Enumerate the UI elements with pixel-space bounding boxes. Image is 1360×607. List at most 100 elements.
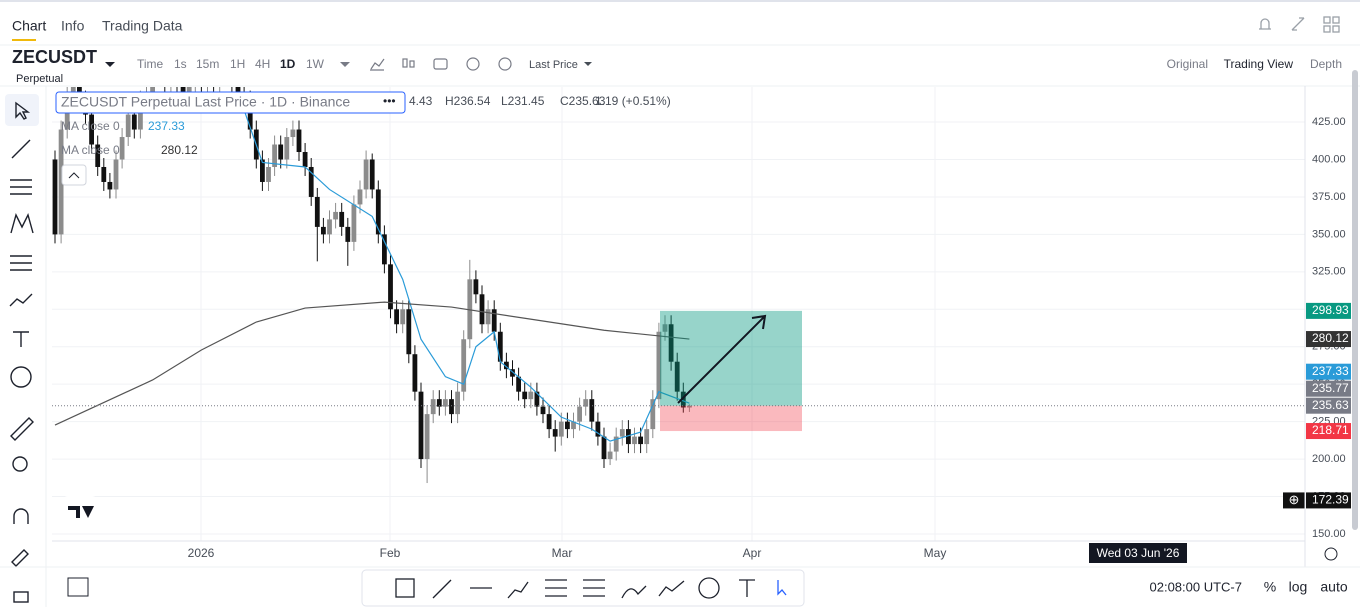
- candle-icon[interactable]: [409, 60, 415, 68]
- price-type-caret[interactable]: [584, 62, 592, 66]
- interval[interactable]: 1W: [306, 57, 325, 71]
- trend-arrow: [677, 314, 767, 404]
- lock-tool[interactable]: [13, 591, 29, 603]
- ft-brush[interactable]: [621, 585, 647, 599]
- fib-tool[interactable]: [10, 179, 32, 195]
- scrollbar[interactable]: [1352, 70, 1358, 530]
- interval[interactable]: 4H: [255, 57, 270, 71]
- line-tool[interactable]: [11, 139, 31, 159]
- magnet-tool[interactable]: [13, 508, 29, 524]
- cursor-tool[interactable]: [15, 101, 31, 120]
- indicator-icon[interactable]: [370, 58, 385, 71]
- x-tick-label: 2026: [188, 546, 215, 560]
- crosshair-add-bg[interactable]: [1283, 492, 1305, 509]
- camera-icon[interactable]: [433, 58, 448, 70]
- goto-date[interactable]: [67, 577, 89, 597]
- candle-body: [522, 391, 528, 400]
- candle-body: [101, 166, 107, 182]
- expand-icon[interactable]: [1291, 17, 1305, 31]
- zoom-tool[interactable]: [12, 456, 28, 472]
- more-intervals[interactable]: [340, 62, 350, 67]
- text-tool[interactable]: [13, 331, 29, 347]
- tab[interactable]: Trading Data: [102, 18, 183, 34]
- candle-body: [266, 166, 271, 182]
- ft-gann[interactable]: [583, 579, 605, 597]
- candle-body: [607, 451, 613, 460]
- price-badge-label: 298.93: [1312, 303, 1349, 317]
- collapse-caret: [68, 172, 80, 179]
- brush-tool[interactable]: [11, 549, 29, 567]
- price-type[interactable]: Last Price: [529, 59, 578, 71]
- price-badge: [1306, 363, 1351, 380]
- icon-tool[interactable]: [10, 366, 32, 388]
- ft-rect[interactable]: [395, 578, 415, 598]
- candle-icon[interactable]: [402, 58, 408, 68]
- legend-more[interactable]: •••: [383, 94, 396, 108]
- tab[interactable]: Info: [61, 18, 85, 34]
- ohlc-value: C235.63: [560, 94, 606, 108]
- candle-body: [571, 421, 576, 430]
- ft-path[interactable]: [507, 581, 529, 599]
- candle-body: [558, 421, 564, 437]
- layout-icon[interactable]: [1323, 25, 1331, 33]
- candle-body: [107, 181, 113, 190]
- interval[interactable]: 1D: [280, 57, 296, 71]
- view-option[interactable]: Original: [1167, 57, 1208, 71]
- interval[interactable]: Time: [137, 57, 164, 71]
- candle-body: [321, 226, 326, 235]
- prediction-tool[interactable]: [9, 293, 33, 307]
- crosshair-add[interactable]: ⊕: [1289, 492, 1300, 507]
- candle-body: [626, 429, 631, 445]
- interval[interactable]: 1H: [230, 57, 245, 71]
- pattern-tool[interactable]: [10, 213, 34, 234]
- gann-tool[interactable]: [10, 255, 32, 271]
- candle-body: [485, 309, 491, 325]
- candle-body: [290, 129, 296, 138]
- candle-body: [205, 77, 210, 84]
- candle-body: [565, 421, 570, 430]
- candle-body: [223, 70, 228, 77]
- tab[interactable]: Chart: [12, 18, 46, 34]
- candle-body: [583, 399, 589, 407]
- x-tick-label: Mar: [552, 546, 573, 560]
- interval[interactable]: 15m: [196, 57, 219, 71]
- scale-toggle[interactable]: auto: [1320, 579, 1347, 595]
- candle-body: [619, 429, 625, 437]
- ft-line[interactable]: [432, 579, 452, 599]
- interval[interactable]: 1s: [174, 57, 187, 71]
- y-tick-label: 325.00: [1312, 266, 1346, 278]
- ft-fib[interactable]: [545, 579, 567, 597]
- candle-body: [113, 159, 119, 190]
- symbol[interactable]: ZECUSDT: [12, 47, 97, 67]
- price-badge-label: 218.71: [1312, 423, 1349, 437]
- candle-body: [138, 99, 143, 130]
- candle-body: [211, 77, 216, 84]
- candle-body: [424, 414, 430, 460]
- candle-body: [644, 429, 650, 445]
- price-badge-label: 237.33: [1312, 364, 1349, 378]
- symbol-caret[interactable]: [105, 62, 115, 67]
- scale-toggle[interactable]: log: [1289, 579, 1308, 595]
- axis-settings[interactable]: [1324, 547, 1338, 561]
- legend-box[interactable]: [55, 91, 406, 114]
- ft-icon[interactable]: [698, 577, 720, 599]
- scale-toggle[interactable]: %: [1264, 579, 1276, 595]
- add-icon[interactable]: [466, 57, 480, 71]
- collapse-legend[interactable]: [61, 164, 87, 186]
- alert-icon[interactable]: [1259, 18, 1271, 30]
- candle-body: [430, 399, 436, 415]
- view-option[interactable]: Depth: [1310, 57, 1342, 71]
- candle-body: [52, 159, 58, 235]
- layout-icon[interactable]: [1332, 25, 1340, 33]
- layout-icon[interactable]: [1332, 16, 1340, 24]
- settings-icon[interactable]: [498, 57, 512, 71]
- ft-text[interactable]: [739, 579, 755, 597]
- y-tick-label: 200.00: [1312, 453, 1346, 465]
- ruler-tool[interactable]: [10, 417, 34, 441]
- ft-predict[interactable]: [658, 580, 685, 597]
- ft-cursor[interactable]: [777, 580, 787, 596]
- tv-logo-mark: [68, 506, 94, 518]
- layout-icon[interactable]: [1323, 16, 1331, 24]
- view-option[interactable]: Trading View: [1224, 57, 1294, 71]
- candle-body: [89, 114, 94, 145]
